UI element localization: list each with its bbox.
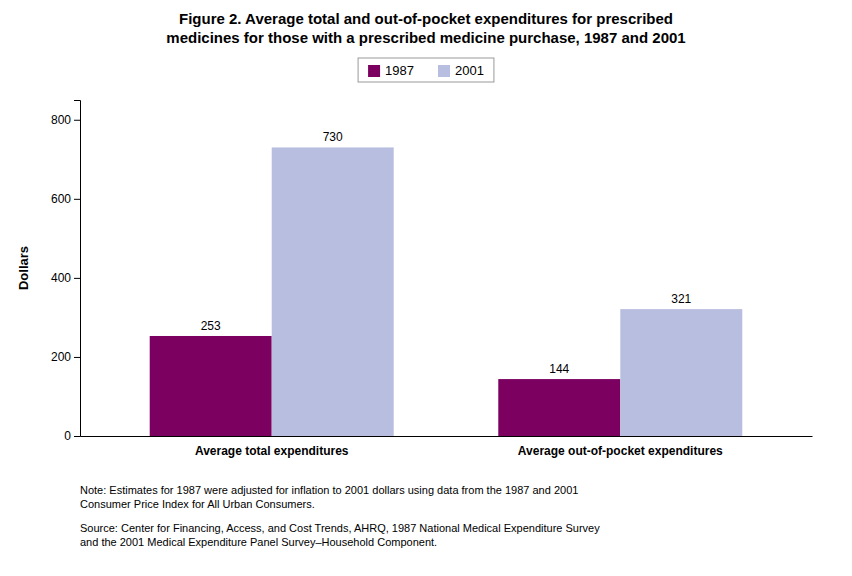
y-tick-mark [74,357,80,358]
y-tick-label: 600 [51,192,71,206]
y-tick-label: 800 [51,113,71,127]
y-tick-mark [74,278,80,279]
y-tick: 600 [51,192,80,206]
y-axis-line [74,101,81,437]
data-label: 144 [549,362,569,376]
x-tick: Average out-of-pocket expenditures [518,444,723,458]
legend-item: 2001 [438,63,484,78]
title: Figure 2. Average total and out-of-pocke… [179,10,673,27]
legend-label: 1987 [385,63,414,78]
data-label: 321 [671,292,691,306]
y-axis-title: Dollars [16,246,31,290]
data-labels: 253 144 730 321 [201,130,692,376]
bar [620,309,742,436]
legend-item: 1987 [368,63,414,78]
y-tick: 800 [51,113,80,127]
y-tick-label: 200 [51,350,71,364]
bar [150,336,272,436]
x-tick-label: Average total expenditures [195,444,349,458]
chart: Figure 2. Average total and out-of-pocke… [0,0,852,576]
legend: 1987 2001 [358,58,494,82]
y-tick: 200 [51,350,80,364]
annotation: Note: Estimates for 1987 were adjusted f… [80,484,578,510]
plot: 0 200 400 600 800 Dollars Average total expend… [16,101,813,458]
data-label: 253 [201,319,221,333]
x-axis-line [81,436,813,437]
legend-box [358,58,494,82]
subtitle: medicines for those with a prescribed me… [166,29,685,46]
legend-swatch [438,65,450,77]
y-tick: 0 [64,429,80,443]
x-tick: Average total expenditures [195,444,349,458]
x-axis: Average total expenditures Average out-of… [81,437,813,458]
legend-swatch [368,65,380,77]
x-tick-label: Average out-of-pocket expenditures [518,444,723,458]
bar [498,379,620,436]
y-tick: 400 [51,271,80,285]
y-tick-label: 0 [64,429,71,443]
y-tick-label: 400 [51,271,71,285]
y-tick-mark [74,120,80,121]
bars [150,147,743,436]
annotation: Source: Center for Financing, Access, an… [80,522,600,548]
y-tick-mark [74,436,80,437]
y-axis: 0 200 400 600 800 [51,101,81,444]
legend-label: 2001 [455,63,484,78]
bar [272,147,394,436]
data-label: 730 [323,130,343,144]
y-tick-mark [74,199,80,200]
